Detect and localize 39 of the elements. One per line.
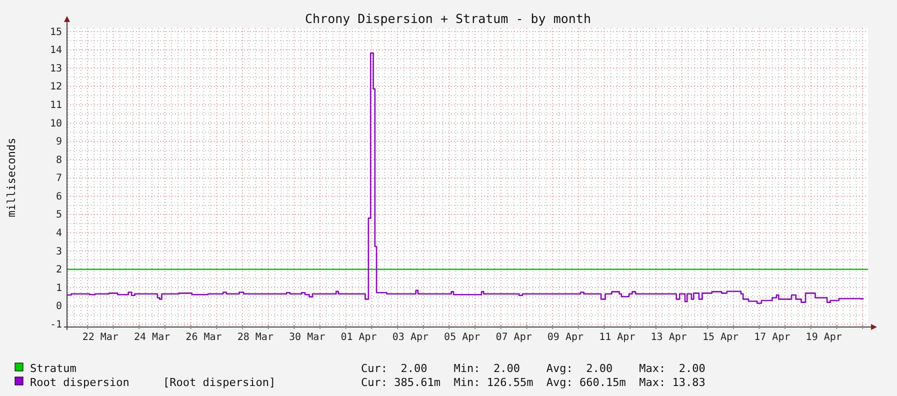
y-tick-label: 15 — [50, 26, 62, 38]
y-tick-label: 12 — [50, 82, 62, 93]
legend-label: Stratum — [30, 362, 77, 375]
x-tick-label: 03 Apr — [392, 332, 428, 344]
text: [Root dispersion] — [163, 376, 276, 389]
y-tick-label: 10 — [50, 118, 62, 130]
x-tick-label: 13 Apr — [650, 332, 687, 344]
y-tick-label: 8 — [56, 154, 62, 166]
x-tick-label: 17 Apr — [754, 332, 790, 344]
x-tick-label: 01 Apr — [340, 332, 377, 344]
y-tick-label: 4 — [56, 228, 62, 240]
x-tick-label: 28 Mar — [237, 332, 274, 344]
text: Cur: 385.61m Min: 126.55m Avg: 660.15m Max: 13.83 — [361, 376, 706, 389]
x-tick-label: 19 Apr — [806, 332, 842, 344]
x-tick-label: 30 Mar — [289, 332, 326, 344]
chart-title: Chrony Dispersion + Stratum - by month — [305, 11, 591, 26]
y-tick-label: 7 — [56, 173, 62, 184]
y-axis-title: milliseconds — [5, 138, 18, 218]
y-tick-label: 13 — [50, 63, 62, 74]
x-tick-label: 09 Apr — [547, 332, 584, 344]
y-tick-label: 0 — [56, 301, 62, 312]
y-tick-label: 3 — [56, 246, 62, 258]
legend-label: Root dispersion — [30, 376, 130, 389]
y-tick-label: 14 — [50, 45, 62, 56]
text: Cur: 2.00 Min: 2.00 Avg: 2.00 Max: 2.00 — [361, 362, 706, 375]
x-tick-label: 05 Apr — [444, 332, 480, 344]
y-tick-label: 1 — [56, 282, 62, 294]
y-tick-label: 6 — [56, 191, 62, 202]
x-tick-label: 24 Mar — [134, 332, 170, 344]
x-tick-label: 22 Mar — [82, 332, 118, 344]
y-tick-label: -1 — [50, 319, 62, 330]
x-tick-label: 11 Apr — [599, 332, 636, 344]
x-tick-label: 07 Apr — [496, 332, 532, 344]
y-tick-label: 11 — [50, 100, 62, 112]
y-tick-label: 5 — [56, 210, 62, 221]
x-tick-label: 26 Mar — [186, 332, 222, 344]
x-tick-label: 15 Apr — [702, 332, 739, 344]
y-tick-label: 2 — [56, 264, 62, 276]
y-tick-label: 9 — [56, 136, 62, 148]
